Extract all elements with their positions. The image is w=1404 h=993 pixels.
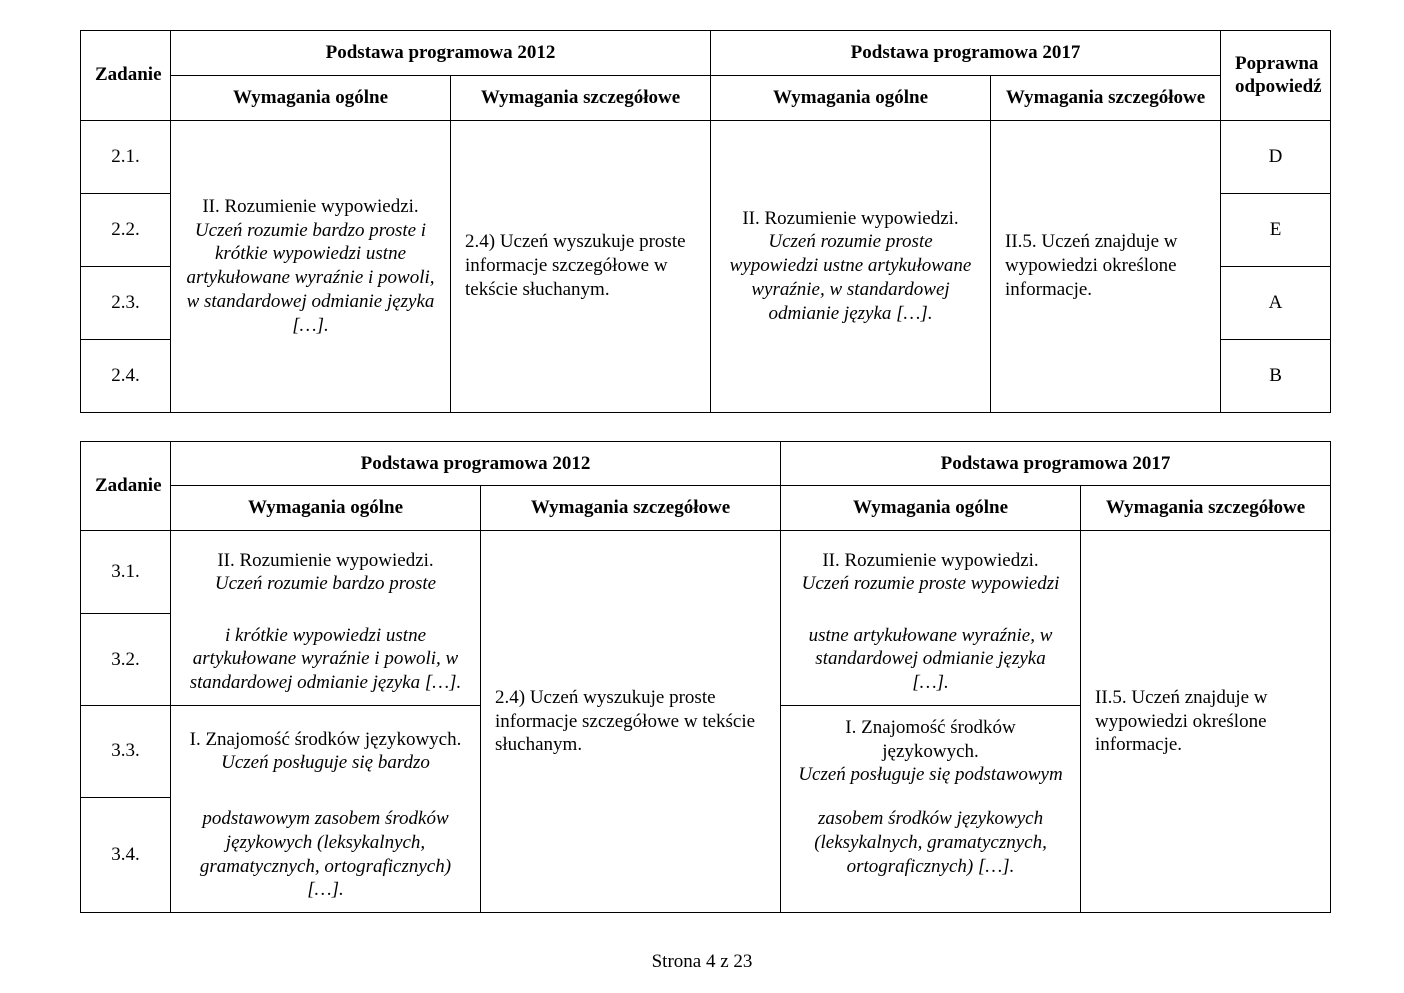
table-1: Zadanie Podstawa programowa 2012 Podstaw… [80,30,1331,413]
header-wsz-2012: Wymagania szczegółowe [481,486,781,531]
cell-answer: D [1221,120,1331,193]
cell-wog-2012: i krótkie wypowiedzi ustne artykułowane … [171,614,481,706]
text-sub: Uczeń rozumie proste wypowiedzi ustne ar… [725,230,976,325]
text-title: II. Rozumienie wypowiedzi. [185,549,466,573]
cell-answer: A [1221,266,1331,339]
cell-wsz-2012: 2.4) Uczeń wyszukuje proste informacje s… [481,531,781,913]
header-pp2017: Podstawa programowa 2017 [711,31,1221,76]
cell-zadanie: 2.1. [81,120,171,193]
cell-wog-2017: ustne artykułowane wyraźnie, w standardo… [781,614,1081,706]
page-footer: Strona 4 z 23 [0,951,1404,973]
table-row: 3.1. II. Rozumienie wypowiedzi. Uczeń ro… [81,531,1331,614]
table-row: Zadanie Podstawa programowa 2012 Podstaw… [81,441,1331,486]
header-wsz-2012: Wymagania szczegółowe [451,75,711,120]
table-row: Wymagania ogólne Wymagania szczegółowe W… [81,486,1331,531]
text-title: I. Znajomość środków językowych. [795,716,1066,764]
cell-answer: B [1221,339,1331,412]
table-2: Zadanie Podstawa programowa 2012 Podstaw… [80,441,1331,914]
text-sub: Uczeń posługuje się podstawowym [795,763,1066,787]
cell-wog-2017: I. Znajomość środków językowych. Uczeń p… [781,705,1081,797]
text-title: II. Rozumienie wypowiedzi. [795,549,1066,573]
header-wsz-2017: Wymagania szczegółowe [1081,486,1331,531]
header-wog-2017: Wymagania ogólne [781,486,1081,531]
text-sub: Uczeń rozumie proste wypowiedzi [795,572,1066,596]
cell-wog-2012: I. Znajomość środków językowych. Uczeń p… [171,705,481,797]
cell-wog-2017: II. Rozumienie wypowiedzi. Uczeń rozumie… [781,531,1081,614]
header-pp2012: Podstawa programowa 2012 [171,441,781,486]
text-sub: Uczeń posługuje się bardzo [185,751,466,775]
cell-wog-2012: II. Rozumienie wypowiedzi. Uczeń rozumie… [171,120,451,412]
cell-zadanie: 3.2. [81,614,171,706]
cell-zadanie: 2.3. [81,266,171,339]
header-wsz-2017: Wymagania szczegółowe [991,75,1221,120]
spacer [80,413,1324,441]
header-poprawna: Poprawna odpowiedź [1221,31,1331,121]
page: Zadanie Podstawa programowa 2012 Podstaw… [0,0,1404,993]
cell-wsz-2012: 2.4) Uczeń wyszukuje proste informacje s… [451,120,711,412]
header-wog-2017: Wymagania ogólne [711,75,991,120]
table-row: 2.1. II. Rozumienie wypowiedzi. Uczeń ro… [81,120,1331,193]
text-title: II. Rozumienie wypowiedzi. [725,207,976,231]
text-title: II. Rozumienie wypowiedzi. [185,195,436,219]
cell-zadanie: 3.3. [81,705,171,797]
cell-zadanie: 2.2. [81,193,171,266]
text-sub: Uczeń rozumie bardzo proste i krótkie wy… [185,219,436,338]
table-row: Zadanie Podstawa programowa 2012 Podstaw… [81,31,1331,76]
table-row: Wymagania ogólne Wymagania szczegółowe W… [81,75,1331,120]
cell-answer: E [1221,193,1331,266]
header-zadanie: Zadanie [81,31,171,121]
text-title: I. Znajomość środków językowych. [185,728,466,752]
header-wog-2012: Wymagania ogólne [171,486,481,531]
cell-wog-2017: II. Rozumienie wypowiedzi. Uczeń rozumie… [711,120,991,412]
cell-wsz-2017: II.5. Uczeń znajduje w wypowiedzi określ… [1081,531,1331,913]
header-wog-2012: Wymagania ogólne [171,75,451,120]
header-pp2017: Podstawa programowa 2017 [781,441,1331,486]
cell-wsz-2017: II.5. Uczeń znajduje w wypowiedzi określ… [991,120,1221,412]
cell-wog-2012: II. Rozumienie wypowiedzi. Uczeń rozumie… [171,531,481,614]
header-zadanie: Zadanie [81,441,171,531]
cell-zadanie: 3.1. [81,531,171,614]
cell-zadanie: 2.4. [81,339,171,412]
text-sub: Uczeń rozumie bardzo proste [185,572,466,596]
cell-wog-2017: zasobem środków językowych (leksykalnych… [781,797,1081,913]
cell-wog-2012: podstawowym zasobem środków językowych (… [171,797,481,913]
cell-zadanie: 3.4. [81,797,171,913]
header-pp2012: Podstawa programowa 2012 [171,31,711,76]
